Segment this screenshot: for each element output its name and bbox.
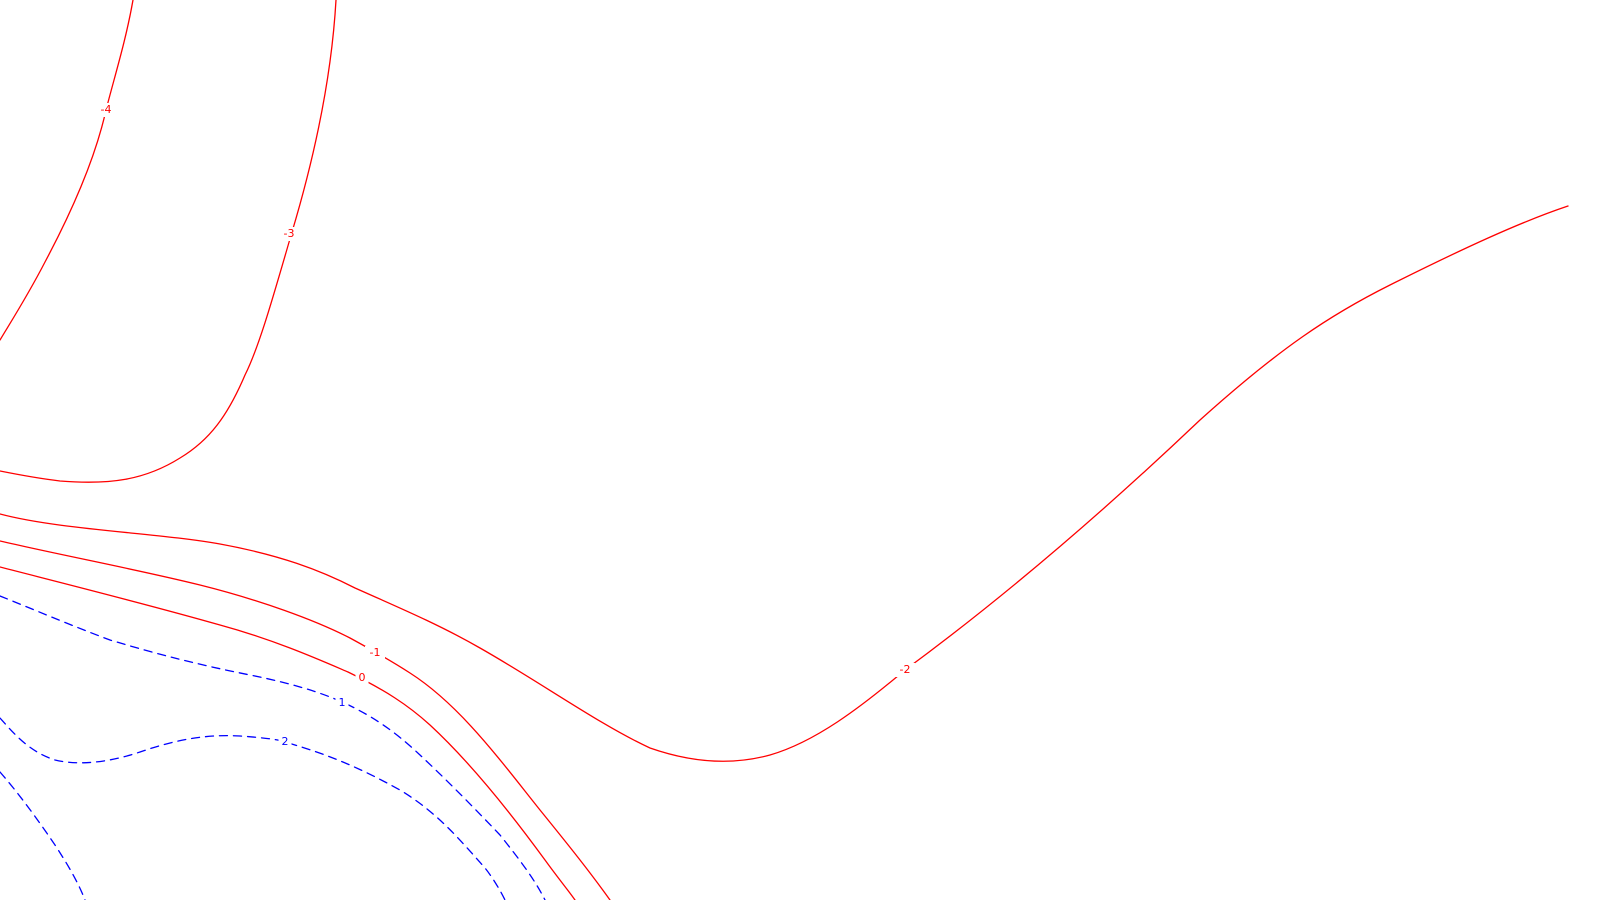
contour-pos2-label-gap <box>278 735 292 749</box>
contour-pos2-label: 2 <box>282 735 289 748</box>
contour-zero-line <box>0 566 576 900</box>
contour-neg2-label-gap <box>895 663 915 677</box>
contour-neg3-label-gap <box>279 227 299 241</box>
contour-neg1-line <box>0 540 611 900</box>
contour-neg3-label: -3 <box>284 227 295 240</box>
contour-pos1-line <box>0 595 546 900</box>
contour-neg4-label-gap <box>96 103 116 117</box>
contour-pos3-line <box>0 771 86 900</box>
contour-neg2-line <box>0 205 1569 762</box>
contour-neg4-label: -4 <box>101 103 112 116</box>
contour-pos1-label-gap <box>335 696 349 710</box>
contour-neg4-line <box>0 0 134 341</box>
contour-zero-label-gap <box>355 671 369 685</box>
contour-neg1-label: -1 <box>370 646 381 659</box>
contour-neg1-label-gap <box>365 646 385 660</box>
contour-neg3-line <box>0 0 337 483</box>
contour-zero-label: 0 <box>359 671 366 684</box>
contour-pos1-label: 1 <box>339 696 346 709</box>
contour-pos2-line <box>0 717 506 900</box>
contour-labels-layer: -4 -3 -2 -1 01 2 <box>96 103 915 749</box>
contour-neg2-label: -2 <box>900 663 911 676</box>
